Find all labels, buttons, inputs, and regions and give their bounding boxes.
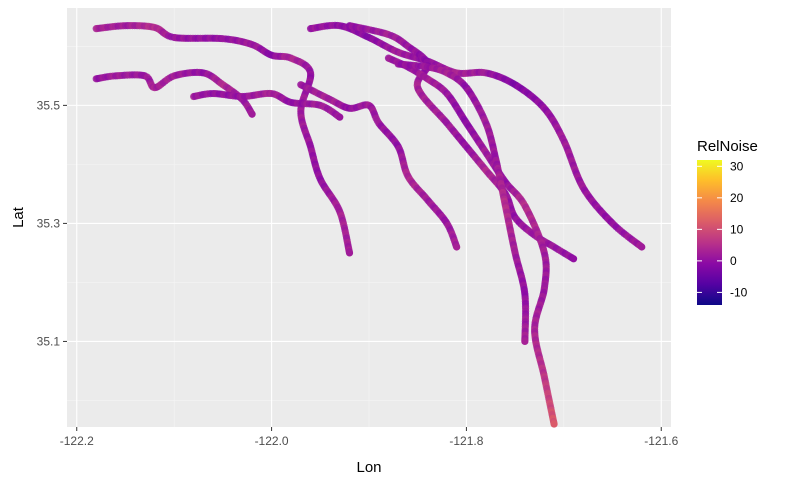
legend-tick-label: 0 (730, 254, 737, 268)
y-tick-label: 35.5 (37, 98, 61, 112)
data-point (521, 337, 529, 346)
x-tick-label: -121.6 (644, 434, 678, 448)
data-point (569, 255, 578, 263)
legend-tick-label: -10 (730, 285, 748, 299)
y-axis: 35.1 35.3 35.5 (37, 98, 67, 348)
data-point (453, 243, 461, 251)
legend-tick-label: 30 (730, 159, 744, 173)
legend-colorbar (697, 160, 722, 305)
y-tick-label: 35.3 (37, 216, 61, 230)
y-tick-label: 35.1 (37, 334, 61, 348)
x-tick-label: -122.2 (60, 434, 94, 448)
legend-title: RelNoise (697, 138, 758, 155)
legend: RelNoise 30 20 10 0 -10 (697, 138, 758, 305)
x-tick-label: -122.0 (255, 434, 289, 448)
data-point (638, 243, 646, 251)
data-point (345, 249, 354, 257)
data-point (248, 110, 256, 118)
data-tracks (92, 21, 646, 428)
x-axis-title: Lon (356, 459, 381, 476)
legend-ticks: 30 20 10 0 -10 (697, 159, 748, 299)
legend-tick-label: 10 (730, 222, 744, 236)
data-point (550, 420, 558, 428)
legend-tick-label: 20 (730, 191, 744, 205)
x-tick-label: -121.8 (449, 434, 483, 448)
data-point (336, 113, 344, 121)
x-axis: -122.2 -122.0 -121.8 -121.6 (60, 427, 679, 448)
y-axis-title: Lat (10, 206, 27, 228)
